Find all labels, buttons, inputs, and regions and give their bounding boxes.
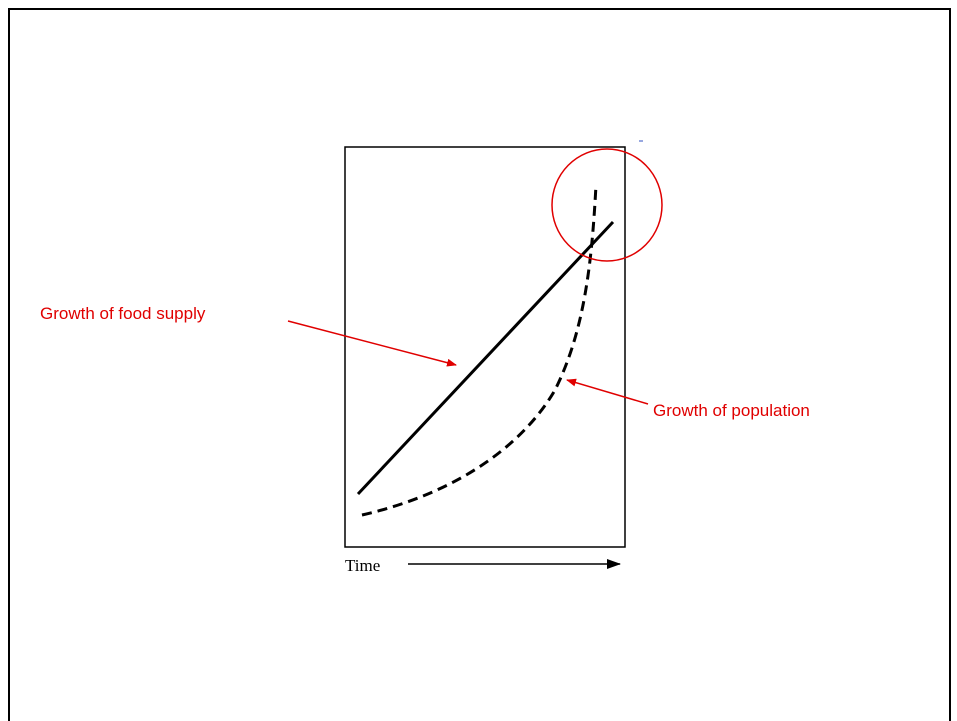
food-arrow [287,320,457,367]
population-label: Growth of population [653,401,810,420]
chart-box [344,146,626,548]
population-arrow [566,378,649,405]
slide-border [8,8,951,721]
population-curve [361,184,598,517]
food-label: Growth of food supply [40,304,206,323]
axis-label: Time [345,556,380,575]
food-line [356,220,615,496]
highlight-circle [551,148,663,262]
